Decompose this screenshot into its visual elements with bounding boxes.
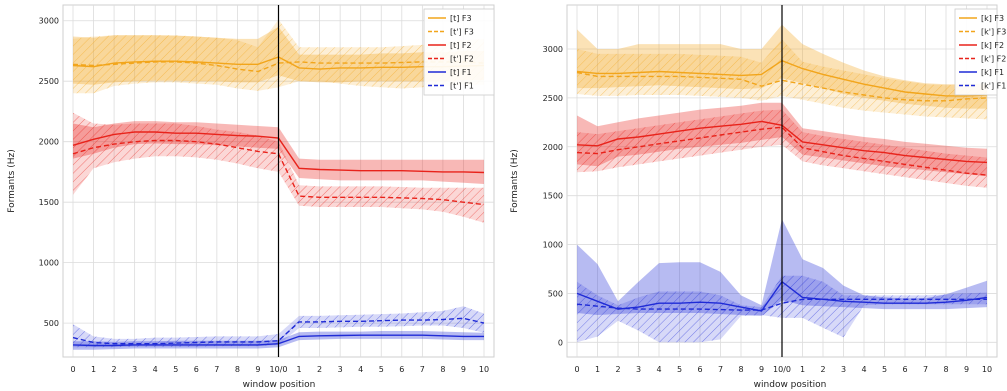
legend-entry: [t] F2 <box>450 41 472 50</box>
x-tick-label: 4 <box>358 365 363 374</box>
x-tick-label: 5 <box>882 365 887 374</box>
confidence-band-hatch <box>73 306 484 348</box>
legend-box <box>954 8 998 96</box>
x-tick-label: 2 <box>317 365 322 374</box>
y-axis-label-left: Formants (Hz) <box>7 149 17 212</box>
x-tick-label: 5 <box>379 365 384 374</box>
x-tick-label: 8 <box>738 365 743 374</box>
y-ticks-left: 500 1000 1500 2000 2500 3000 <box>39 17 59 328</box>
x-tick-label: 8 <box>235 365 240 374</box>
y-tick-label: 0 <box>558 338 563 347</box>
legend-entry: [t] F1 <box>450 68 472 77</box>
legend-entry: [k'] F2 <box>981 55 1006 64</box>
chart-left: 500 1000 1500 2000 2500 3000 0 1 2 3 4 5 6 7 8 9 10/0 1 2… <box>7 4 495 390</box>
legend-right: [k] F3 [k'] F3 [k] F2 [k'] F2 [k] F1 [k'] F1 <box>954 8 1006 96</box>
chart-right: 0 500 1000 1500 2000 2500 3000 0 1 2 3 4 5 6 7 8 9 10/0 1… <box>510 4 1006 390</box>
x-tick-label: 5 <box>173 365 178 374</box>
x-tick-label: 7 <box>420 365 425 374</box>
x-tick-label: 7 <box>923 365 928 374</box>
x-axis-label-right: window position <box>754 380 827 390</box>
legend-entry: [k'] F3 <box>981 28 1006 37</box>
x-tick-label: 6 <box>697 365 702 374</box>
x-tick-label: 1 <box>595 365 600 374</box>
x-tick-label: 2 <box>615 365 620 374</box>
x-tick-label: 3 <box>338 365 343 374</box>
series-line <box>576 298 987 311</box>
x-tick-label: 3 <box>636 365 641 374</box>
x-tick-label: 6 <box>194 365 199 374</box>
y-tick-label: 500 <box>548 289 563 298</box>
x-tick-label: 6 <box>902 365 907 374</box>
x-ticks-right: 0 1 2 3 4 5 6 7 8 9 10/0 1 2 3 4 5 6 7 8 9 10 <box>574 365 992 374</box>
confidence-band-hatch <box>577 109 987 188</box>
x-tick-label: 8 <box>440 365 445 374</box>
legend-entry: [k'] F1 <box>981 82 1006 91</box>
x-ticks-left: 0 1 2 3 4 5 6 7 8 9 10/0 1 2 3 4 5 6 7 8 9 10 <box>70 365 489 374</box>
x-tick-label: 6 <box>399 365 404 374</box>
x-tick-label: 10 <box>982 365 992 374</box>
series-line <box>72 139 485 206</box>
x-tick-label: 0 <box>70 365 75 374</box>
x-tick-label: 10/0 <box>270 365 288 374</box>
x-tick-label: 1 <box>91 365 96 374</box>
legend-left: [t] F3 [t'] F3 [t] F2 [t'] F2 [t] F1 [t'] F1 <box>423 8 495 96</box>
series-line <box>576 71 988 102</box>
x-axis-label-left: window position <box>243 380 316 390</box>
x-tick-label: 9 <box>255 365 260 374</box>
x-tick-label: 5 <box>677 365 682 374</box>
x-tick-label: 10 <box>479 365 489 374</box>
x-tick-label: 2 <box>820 365 825 374</box>
legend-entry: [k] F3 <box>981 14 1004 23</box>
legend-box <box>423 8 495 96</box>
x-tick-label: 9 <box>964 365 969 374</box>
x-tick-label: 3 <box>841 365 846 374</box>
y-tick-label: 1500 <box>39 198 59 207</box>
y-tick-label: 3000 <box>543 45 563 54</box>
y-tick-label: 1000 <box>39 259 59 268</box>
legend-entry: [t] F3 <box>450 14 472 23</box>
series-line <box>576 126 988 176</box>
y-tick-label: 500 <box>44 319 59 328</box>
x-tick-label: 9 <box>461 365 466 374</box>
x-tick-label: 7 <box>214 365 219 374</box>
x-tick-label: 4 <box>861 365 866 374</box>
x-tick-label: 2 <box>112 365 117 374</box>
series-line <box>72 61 485 73</box>
x-tick-label: 8 <box>943 365 948 374</box>
x-tick-label: 7 <box>718 365 723 374</box>
y-tick-label: 1000 <box>543 241 563 250</box>
x-tick-label: 1 <box>800 365 805 374</box>
x-tick-label: 1 <box>297 365 302 374</box>
legend-entry: [k] F2 <box>981 41 1004 50</box>
y-tick-label: 2000 <box>543 143 563 152</box>
y-tick-label: 1500 <box>543 192 563 201</box>
y-tick-label: 2500 <box>543 94 563 103</box>
x-tick-label: 4 <box>656 365 661 374</box>
y-tick-label: 2500 <box>39 77 59 86</box>
legend-entry: [t'] F1 <box>450 82 474 91</box>
x-tick-label: 3 <box>132 365 137 374</box>
y-ticks-right: 0 500 1000 1500 2000 2500 3000 <box>543 45 563 347</box>
y-tick-label: 3000 <box>39 17 59 26</box>
x-tick-label: 0 <box>574 365 579 374</box>
legend-entry: [k] F1 <box>981 68 1004 77</box>
y-tick-label: 2000 <box>39 138 59 147</box>
x-tick-label: 4 <box>153 365 158 374</box>
x-tick-label: 10/0 <box>773 365 791 374</box>
legend-entry: [t'] F2 <box>450 55 474 64</box>
y-axis-label-right: Formants (Hz) <box>510 149 520 212</box>
legend-entry: [t'] F3 <box>450 28 474 37</box>
x-tick-label: 9 <box>759 365 764 374</box>
